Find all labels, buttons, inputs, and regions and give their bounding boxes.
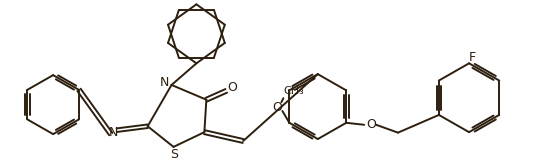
Text: CH₃: CH₃ [283,86,304,96]
Text: O: O [227,81,237,94]
Text: N: N [160,77,169,89]
Text: O: O [366,118,376,131]
Text: O: O [272,101,282,114]
Text: S: S [170,148,179,161]
Text: N: N [109,126,119,139]
Text: F: F [468,51,476,64]
